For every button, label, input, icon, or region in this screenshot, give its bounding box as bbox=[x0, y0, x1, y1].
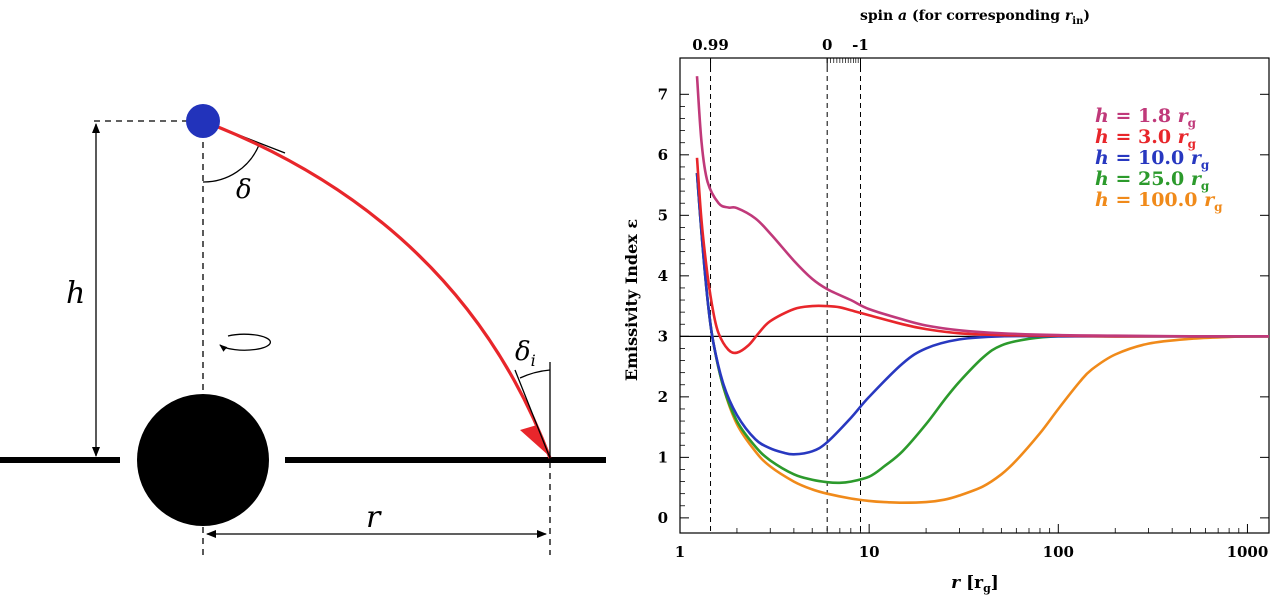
delta-i-arc bbox=[519, 369, 551, 379]
radius-label: r bbox=[366, 500, 382, 535]
legend: h = 1.8 rgh = 3.0 rgh = 10.0 rgh = 25.0 … bbox=[1095, 105, 1223, 214]
series-lines bbox=[695, 76, 1270, 505]
height-label: h bbox=[66, 276, 85, 311]
top-tick-label: 0.99 bbox=[692, 36, 729, 54]
delta-i-label: δi bbox=[515, 337, 536, 370]
y-axis-label: Emissivity Index ε bbox=[622, 219, 641, 381]
black-hole bbox=[137, 394, 269, 526]
legend-entry-1: h = 3.0 rg bbox=[1095, 126, 1197, 151]
source-ball bbox=[186, 104, 220, 138]
legend-entry-4: h = 100.0 rg bbox=[1095, 189, 1223, 214]
series-line-0 bbox=[695, 76, 1270, 338]
y-tick-label: 6 bbox=[658, 146, 668, 164]
plot-frame bbox=[679, 57, 1270, 534]
delta-arc bbox=[202, 144, 260, 183]
x-axis-label: r [rg] bbox=[951, 573, 999, 595]
legend-entry-3: h = 25.0 rg bbox=[1095, 168, 1210, 193]
y-tick-label: 1 bbox=[658, 448, 668, 466]
x-tick-label: 1000 bbox=[1227, 543, 1269, 561]
y-tick-label: 2 bbox=[658, 388, 668, 406]
y-tick-label: 7 bbox=[658, 85, 668, 103]
y-tick-label: 4 bbox=[658, 267, 668, 285]
x-tick-label: 1 bbox=[675, 543, 685, 561]
x-tick-label: 100 bbox=[1043, 543, 1074, 561]
x-tick-label: 10 bbox=[859, 543, 880, 561]
series-line-3 bbox=[695, 172, 1269, 485]
photon-path bbox=[202, 119, 552, 459]
legend-entry-2: h = 10.0 rg bbox=[1095, 147, 1210, 172]
incidence-tangent bbox=[514, 369, 551, 459]
series-line-1 bbox=[695, 157, 1269, 355]
geometry-diagram: h δ δi r bbox=[0, 104, 606, 555]
rotation-arrow-icon bbox=[219, 333, 272, 352]
y-tick-label: 0 bbox=[658, 509, 668, 527]
legend-entry-0: h = 1.8 rg bbox=[1095, 105, 1197, 130]
y-tick-label: 5 bbox=[658, 206, 668, 224]
top-axis-title: spin a (for corresponding rin) bbox=[860, 8, 1090, 27]
top-tick-label: 0 bbox=[822, 36, 832, 54]
y-tick-label: 3 bbox=[658, 327, 668, 345]
photon-arrowhead bbox=[520, 425, 548, 455]
top-tick-label: -1 bbox=[852, 36, 869, 54]
delta-label: δ bbox=[236, 175, 252, 205]
